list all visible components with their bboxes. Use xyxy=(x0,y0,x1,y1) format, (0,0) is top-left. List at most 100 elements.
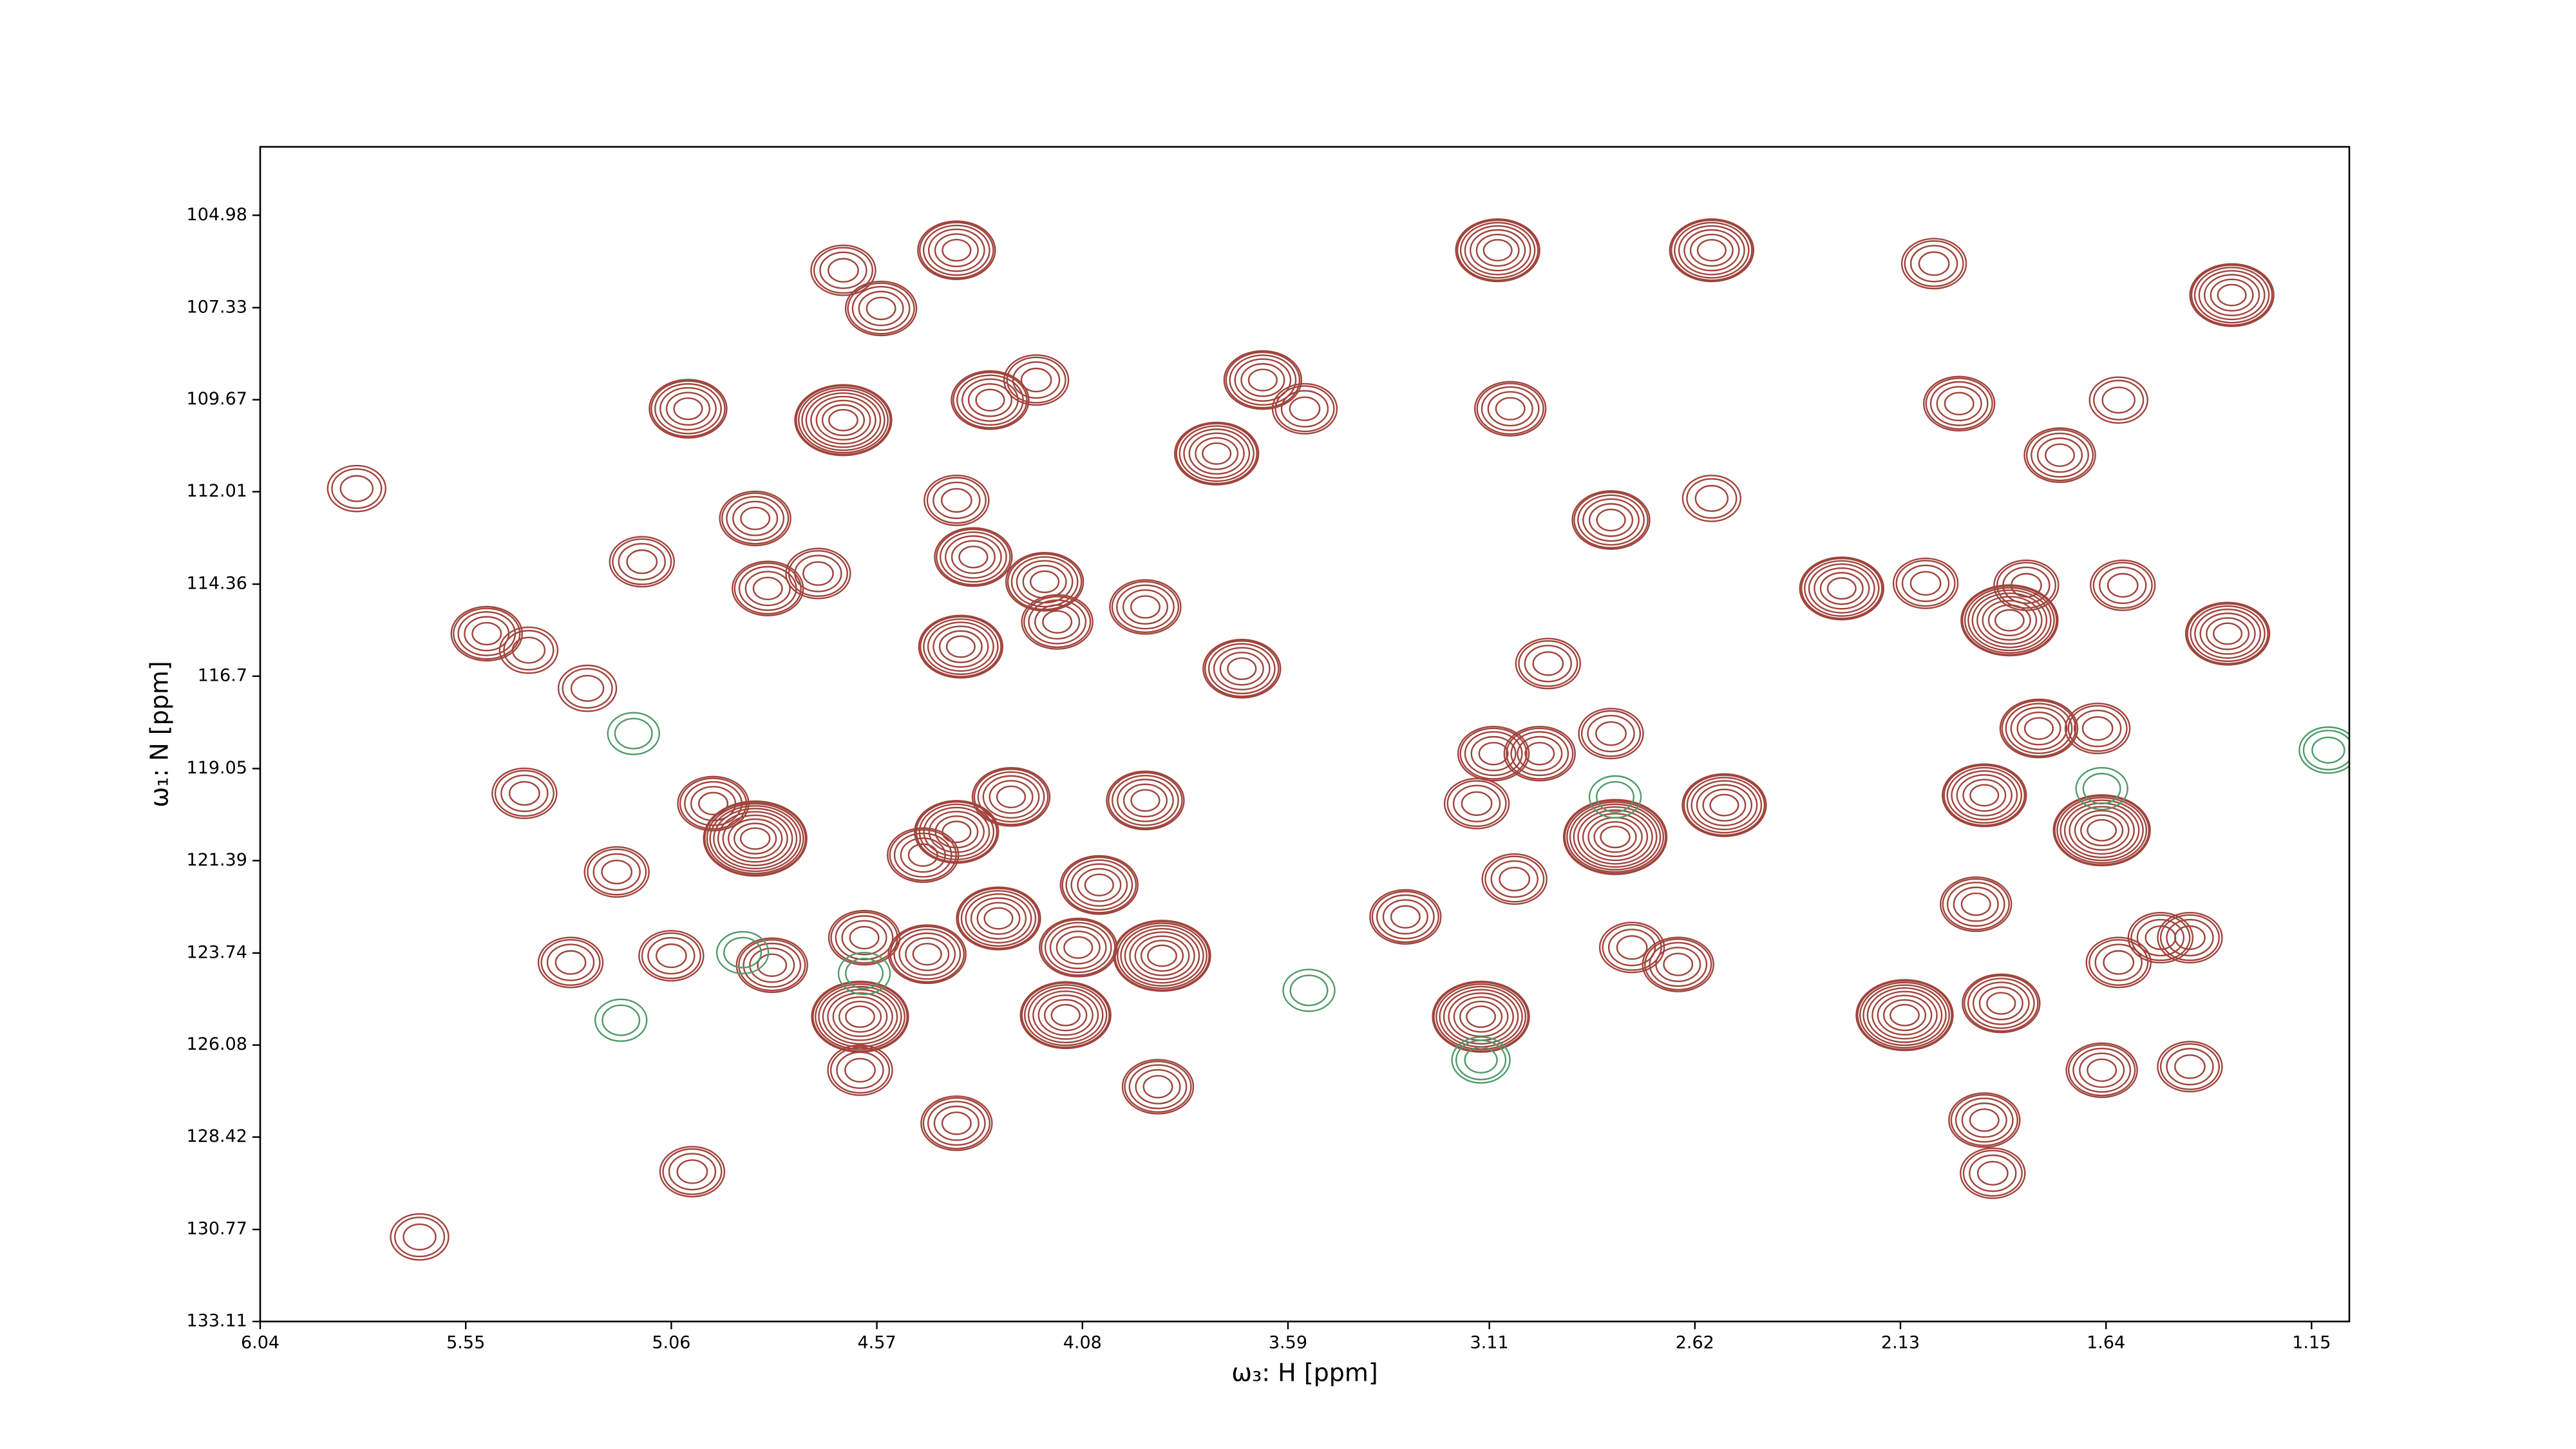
contour-level xyxy=(2023,717,2054,740)
contour-level xyxy=(1595,721,1627,746)
contour-level xyxy=(1976,1160,2009,1186)
contour-level xyxy=(2136,918,2185,957)
contour-level xyxy=(1028,599,1087,645)
contour-level xyxy=(1515,638,1582,690)
x-axis-label: ω₃: H [ppm] xyxy=(1231,1359,1378,1387)
contour-level xyxy=(1960,584,2059,657)
contour-level xyxy=(1819,572,1864,605)
y-tick-label: 123.74 xyxy=(187,942,247,962)
contour-level xyxy=(923,474,990,526)
contour-level xyxy=(1948,1092,2021,1148)
contour-level xyxy=(1969,784,2000,807)
plot-frame xyxy=(259,146,2351,1323)
contour-level xyxy=(2193,267,2270,324)
contour-level xyxy=(450,605,523,662)
contour-level xyxy=(841,920,887,956)
x-tick-label: 5.55 xyxy=(446,1333,485,1353)
contour-level xyxy=(1455,1039,1507,1081)
y-tick-label: 116.7 xyxy=(198,665,247,685)
contour-level xyxy=(649,379,728,439)
contour-level xyxy=(2094,943,2143,981)
contour-level xyxy=(1683,774,1766,836)
contour-level xyxy=(2052,794,2151,867)
contour-level xyxy=(1799,556,1884,621)
contour-level xyxy=(1901,564,1950,602)
contour-level xyxy=(1969,1154,2017,1192)
contour-level xyxy=(936,528,1011,586)
y-tick-label: 128.42 xyxy=(187,1126,247,1146)
x-tick-label: 3.59 xyxy=(1269,1333,1307,1353)
contour-level xyxy=(665,392,710,426)
contour-level xyxy=(2088,376,2148,424)
contour-level xyxy=(583,846,650,898)
contour-level xyxy=(923,618,999,676)
contour-level xyxy=(1950,1094,2018,1146)
contour-level xyxy=(2186,603,2269,665)
contour-level xyxy=(827,1044,893,1096)
contour-level xyxy=(1857,980,1953,1050)
contour-level xyxy=(926,477,987,524)
contour-level xyxy=(1129,931,1195,980)
contour-level xyxy=(2054,795,2150,866)
contour-level xyxy=(1077,867,1122,902)
contour-level xyxy=(858,290,904,327)
contour-level xyxy=(503,630,554,671)
contour-level xyxy=(1482,239,1513,262)
contour-level xyxy=(1227,657,1257,681)
contour-level xyxy=(1459,1000,1503,1033)
contour-level xyxy=(734,562,802,615)
contour-level xyxy=(498,626,559,674)
contour-level xyxy=(828,408,858,431)
contour-level xyxy=(2069,806,2135,855)
contour-level xyxy=(917,220,996,280)
contour-level xyxy=(491,767,558,819)
contour-level xyxy=(1826,577,1857,600)
contour-level xyxy=(1978,986,2023,1021)
contour-level xyxy=(393,1217,446,1258)
contour-level xyxy=(976,902,1021,935)
contour-level xyxy=(1524,645,1572,683)
contour-level xyxy=(1942,763,2027,828)
contour-level xyxy=(927,228,985,272)
contour-level xyxy=(618,543,666,581)
contour-level xyxy=(1999,698,2079,759)
contour-level xyxy=(1499,866,1531,892)
contour-level xyxy=(898,932,956,976)
contour-level xyxy=(2206,617,2250,650)
contour-level xyxy=(2210,278,2254,312)
contour-level xyxy=(1040,919,1116,976)
contour-level xyxy=(1371,891,1439,943)
contour-level xyxy=(1044,999,1088,1032)
contour-level xyxy=(1130,595,1160,619)
contour-level xyxy=(1510,731,1569,777)
contour-level xyxy=(1956,774,2012,817)
contour-level xyxy=(704,801,807,876)
contour-level xyxy=(951,540,996,574)
contour-level xyxy=(815,983,905,1050)
contour-level xyxy=(1925,377,1993,430)
contour-level xyxy=(920,1095,993,1151)
contour-level xyxy=(844,1057,876,1083)
contour-level xyxy=(2087,1058,2117,1083)
contour-level xyxy=(706,802,804,875)
contour-level xyxy=(1459,222,1536,279)
contour-level xyxy=(2184,601,2271,666)
contour-level xyxy=(1578,708,1644,760)
contour-level xyxy=(1202,638,1282,699)
contour-level xyxy=(2079,1052,2125,1088)
contour-level xyxy=(1655,947,1701,982)
contour-level xyxy=(810,395,876,445)
contour-level xyxy=(471,621,502,646)
contour-level xyxy=(1021,982,1110,1048)
contour-level xyxy=(1972,981,2030,1025)
contour-level xyxy=(1967,589,2052,652)
contour-level xyxy=(735,937,808,993)
contour-level xyxy=(1877,994,1933,1036)
contour-level xyxy=(1059,855,1139,915)
contour-level xyxy=(801,389,886,451)
contour-level xyxy=(1464,225,1531,276)
contour-level xyxy=(2166,918,2214,957)
contour-level xyxy=(1470,229,1526,272)
contour-level xyxy=(1006,356,1066,404)
